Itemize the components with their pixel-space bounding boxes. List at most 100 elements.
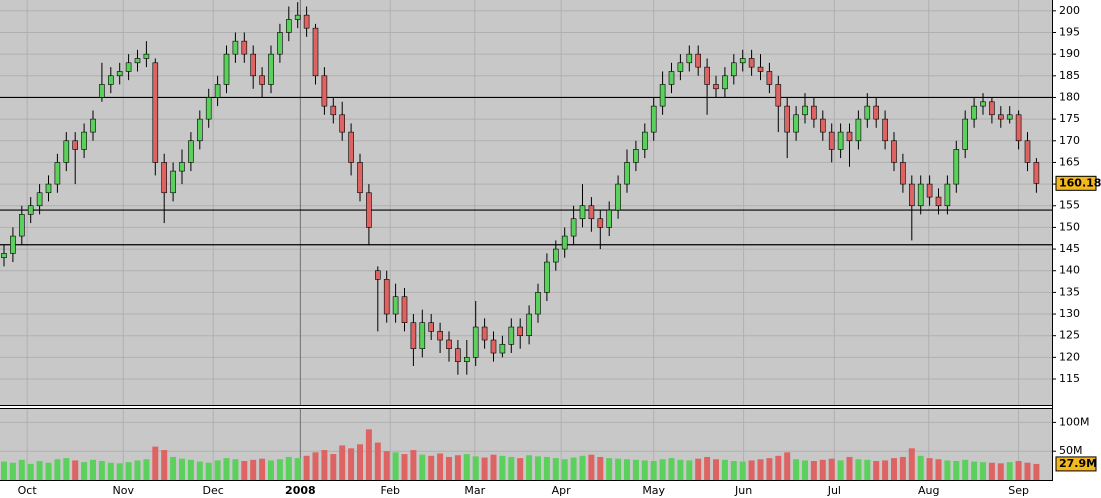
candle-body — [1, 253, 7, 259]
volume-bar — [810, 460, 817, 480]
volume-bar — [917, 455, 924, 480]
volume-bar — [828, 458, 835, 480]
candle-body — [615, 183, 621, 211]
y-tick-label: 135 — [1059, 285, 1080, 298]
volume-bar — [410, 450, 417, 480]
candle-body — [846, 131, 853, 142]
volume-bar — [997, 463, 1004, 480]
x-tick-label: Nov — [113, 484, 135, 497]
candle-body — [10, 235, 16, 254]
candle-body — [650, 105, 657, 133]
candle-body — [170, 170, 176, 194]
volume-bar — [330, 454, 337, 480]
volume-bar — [454, 455, 461, 480]
volume-bar — [802, 460, 808, 480]
candle-body — [624, 162, 630, 185]
volume-bar — [116, 463, 123, 480]
candle-body — [962, 118, 969, 150]
candle-body — [908, 183, 915, 207]
volume-bar — [748, 460, 755, 480]
volume-bar — [437, 453, 444, 480]
candle-body — [455, 348, 461, 362]
candle-body — [588, 205, 595, 220]
volume-bar — [891, 458, 897, 480]
volume-bar — [517, 458, 524, 480]
candle-body — [508, 326, 515, 345]
candle-body — [205, 97, 212, 120]
volume-bar — [588, 454, 595, 480]
volume-bar — [855, 459, 862, 480]
candle-body — [641, 131, 648, 150]
volume-bar — [463, 454, 470, 480]
volume-bar — [107, 462, 114, 480]
volume-bar — [624, 459, 630, 480]
candle-body — [713, 84, 719, 90]
volume-bar — [766, 458, 773, 480]
volume-bar — [873, 460, 880, 480]
y-tick-label: 150 — [1059, 220, 1080, 233]
x-tick-label: Sep — [1008, 484, 1029, 497]
x-tick-label: Jul — [827, 484, 841, 497]
marks — [0, 2, 1052, 480]
candle-body — [873, 105, 880, 120]
volume-bar — [730, 460, 737, 480]
volume-bar — [428, 455, 435, 480]
candle-body — [891, 140, 897, 163]
candle-body — [392, 296, 399, 315]
volume-bar — [980, 462, 986, 480]
volume-bar — [250, 459, 257, 480]
candle-body — [428, 322, 435, 332]
candle-body — [900, 162, 906, 185]
volume-bar — [170, 456, 177, 480]
candle-body — [1006, 114, 1013, 120]
candle-body — [935, 196, 942, 207]
volume-bar — [561, 459, 568, 480]
volume-bar — [312, 452, 319, 480]
candle-body — [837, 131, 844, 150]
volume-bar — [339, 445, 346, 480]
volume-bar — [63, 458, 70, 480]
price-panel — [0, 0, 1052, 405]
candle-body — [374, 270, 381, 280]
candle-body — [739, 58, 746, 64]
candle-body — [1015, 114, 1022, 142]
volume-bar — [472, 456, 479, 480]
volume-bar — [490, 454, 497, 480]
candle-body — [232, 40, 239, 55]
axes: 1151201251301351401451501551601651701751… — [18, 4, 1101, 497]
candle-body — [161, 162, 167, 194]
candle-body — [677, 62, 684, 72]
last-volume-label: 27.9M — [1059, 457, 1097, 470]
y-tick-label: 120 — [1059, 350, 1080, 363]
volume-bar — [988, 462, 995, 480]
volume-bar — [677, 459, 684, 480]
volume-bar — [1033, 463, 1040, 480]
candle-body — [214, 84, 221, 98]
candle-body — [926, 183, 933, 198]
candle-body — [811, 105, 817, 120]
candle-body — [855, 118, 862, 142]
volume-bar — [552, 458, 559, 480]
volume-bar — [837, 460, 844, 480]
candle-body — [463, 357, 470, 362]
candle-body — [1024, 140, 1031, 163]
last-price-label: 160.18 — [1059, 176, 1101, 189]
candle-body — [917, 183, 924, 207]
candle-body — [143, 53, 150, 59]
candle-body — [125, 62, 132, 72]
volume-bar — [632, 459, 639, 480]
volume-bar — [935, 459, 942, 480]
candle-body — [490, 339, 497, 354]
volume-bar — [90, 459, 96, 480]
y-tick-label: 175 — [1059, 112, 1080, 125]
candle-body — [285, 19, 292, 33]
volume-bar — [1, 461, 7, 480]
candle-body — [561, 235, 568, 250]
volume-bar — [535, 456, 541, 480]
y-tick-label: 180 — [1059, 90, 1080, 103]
candle-body — [188, 140, 194, 163]
candle-body — [134, 58, 141, 64]
volume-bar — [392, 452, 399, 480]
candle-body — [357, 162, 363, 194]
